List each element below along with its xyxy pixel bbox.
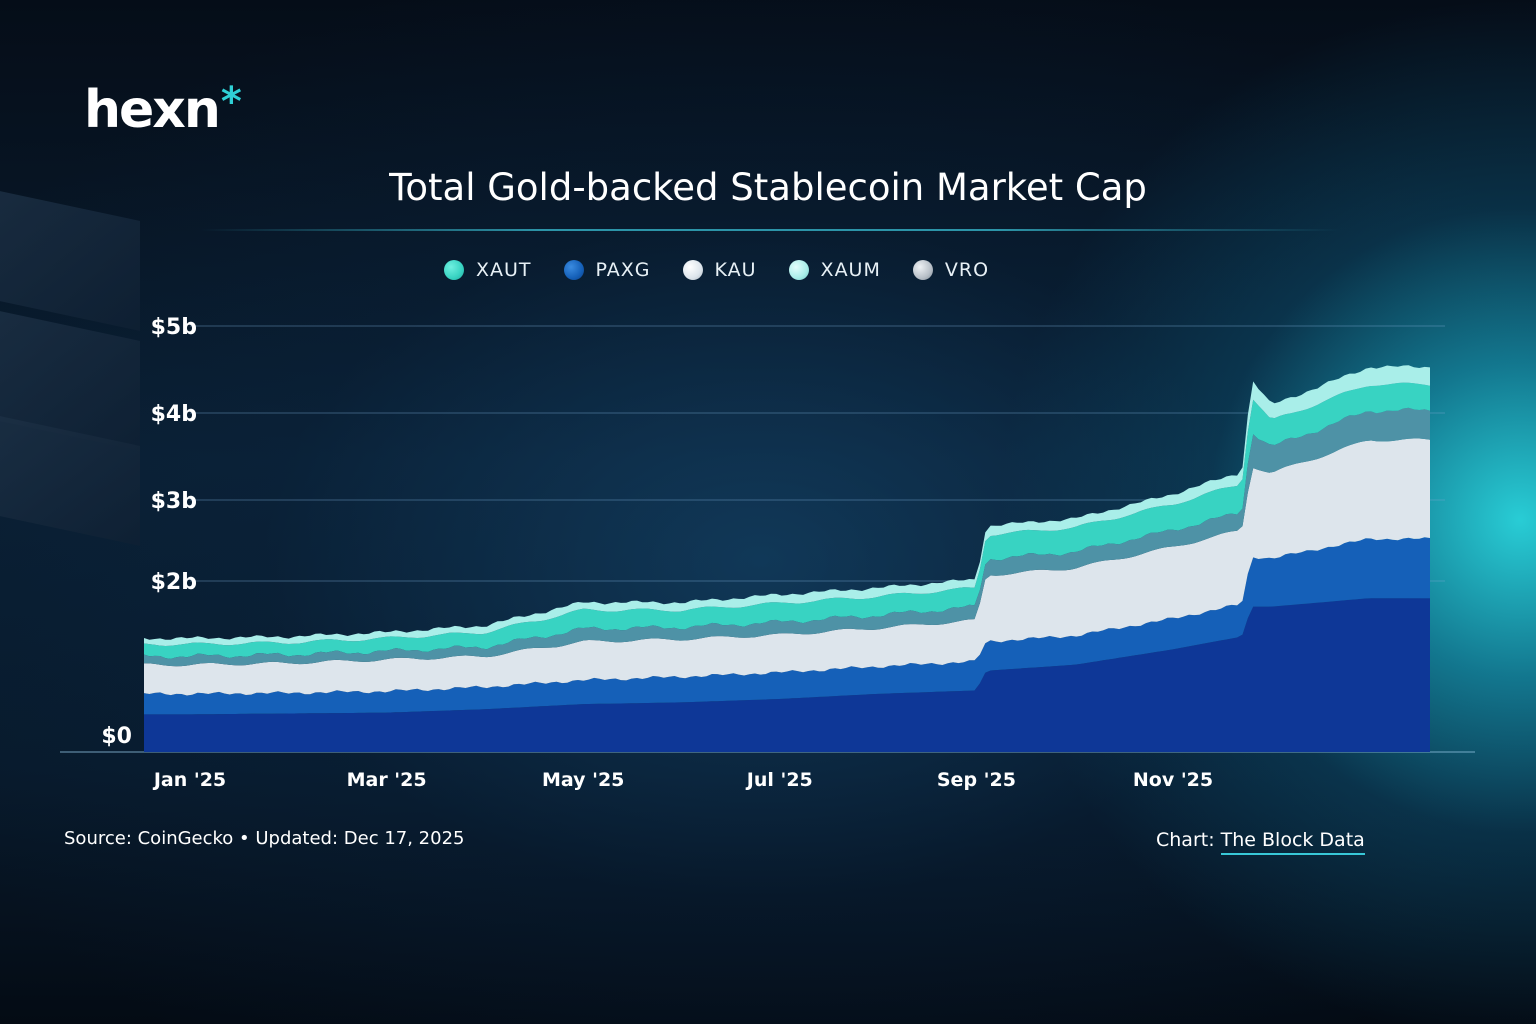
chart-credit: Chart: The Block Data xyxy=(1156,829,1365,855)
y-tick-label: $4b xyxy=(151,402,197,427)
legend-label: XAUM xyxy=(820,259,881,281)
x-tick-label: Jul '25 xyxy=(745,769,813,791)
area-series-paxg[interactable] xyxy=(144,537,1430,715)
legend-label: VRO xyxy=(944,259,990,281)
legend-swatch-paxg xyxy=(563,260,584,280)
y-tick-label: $3b xyxy=(151,489,197,514)
legend-item-vro[interactable]: VRO xyxy=(912,259,990,281)
area-series-vro[interactable] xyxy=(144,407,1430,667)
brand-star-icon: * xyxy=(220,79,242,125)
source-note: Source: CoinGecko • Updated: Dec 17, 202… xyxy=(64,828,465,849)
legend-label: KAU xyxy=(714,259,757,281)
x-tick-label: Jan '25 xyxy=(152,769,226,791)
legend-label: XAUT xyxy=(476,259,532,281)
title-divider xyxy=(200,229,1340,231)
chart-credit-label: Chart: xyxy=(1156,829,1215,851)
legend-swatch-vro xyxy=(912,260,933,280)
chart-title: Total Gold-backed Stablecoin Market Cap xyxy=(389,166,1147,209)
x-tick-label: Nov '25 xyxy=(1133,769,1213,791)
legend-item-xaut[interactable]: XAUT xyxy=(444,259,532,281)
x-axis-ticks: Jan '25 Mar '25 May '25 Jul '25 Sep '25 Nov '… xyxy=(152,769,1213,791)
legend-label: PAXG xyxy=(595,259,651,281)
y-tick-label: $0 xyxy=(101,724,132,749)
area-series-kau[interactable] xyxy=(144,438,1430,696)
legend-swatch-xaum xyxy=(788,260,809,280)
chart-credit-link[interactable]: The Block Data xyxy=(1220,829,1365,855)
y-axis-ticks: $0 $2b $3b $4b $5b xyxy=(101,315,197,749)
legend-swatch-xaut xyxy=(444,260,464,280)
y-tick-label: $5b xyxy=(151,315,197,340)
y-tick-label: $2b xyxy=(151,570,197,595)
area-layers xyxy=(144,365,1430,752)
legend-item-kau[interactable]: KAU xyxy=(682,259,757,281)
x-tick-label: May '25 xyxy=(542,769,624,791)
legend-swatch-kau xyxy=(682,260,703,280)
brand-name: hexn xyxy=(84,80,221,140)
area-series-base[interactable] xyxy=(144,598,1430,752)
chart-legend: XAUT PAXG KAU XAUM VRO xyxy=(444,258,1021,282)
brand-logo[interactable]: hexn* xyxy=(84,79,242,144)
legend-item-paxg[interactable]: PAXG xyxy=(563,259,651,281)
x-tick-label: Sep '25 xyxy=(937,769,1016,791)
legend-item-xaum[interactable]: XAUM xyxy=(788,259,881,281)
x-tick-label: Mar '25 xyxy=(347,769,427,791)
area-series-xaut[interactable] xyxy=(144,382,1430,659)
